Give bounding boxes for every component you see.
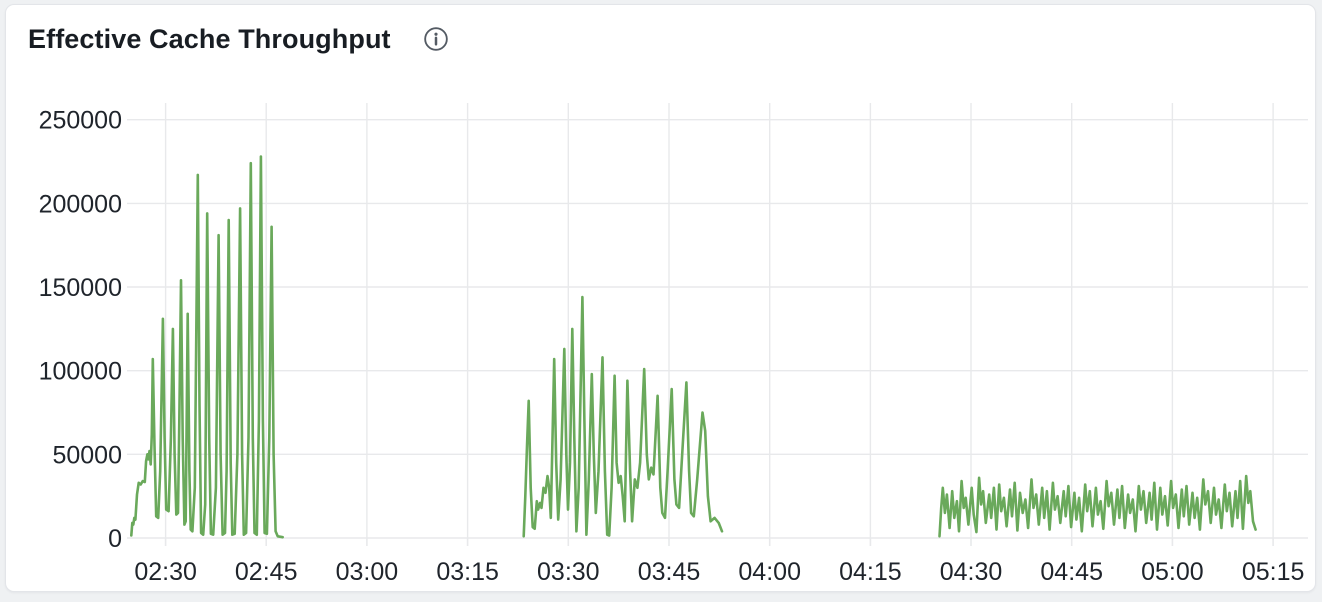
x-tick-label: 03:00 [336, 558, 399, 586]
x-tick-label: 04:45 [1040, 558, 1103, 586]
y-tick-label: 50000 [52, 441, 122, 469]
x-tick-label: 03:15 [436, 558, 499, 586]
info-circle-icon[interactable] [423, 26, 449, 52]
y-tick-label: 150000 [39, 274, 122, 302]
x-tick-label: 04:15 [839, 558, 902, 586]
x-tick-label: 05:00 [1141, 558, 1204, 586]
throughput-series-path [130, 155, 284, 539]
throughput-series-path [938, 474, 1257, 538]
x-tick-label: 02:30 [134, 558, 197, 586]
y-tick-label: 250000 [39, 107, 122, 135]
x-tick-label: 03:45 [638, 558, 701, 586]
y-tick-label: 100000 [39, 358, 122, 386]
x-tick-label: 04:30 [940, 558, 1003, 586]
y-tick-label: 200000 [39, 190, 122, 218]
x-tick-label: 03:30 [537, 558, 600, 586]
panel-title: Effective Cache Throughput [28, 24, 391, 54]
x-tick-label: 05:15 [1242, 558, 1305, 586]
y-tick-label: 0 [108, 525, 122, 553]
panel-header: Effective Cache Throughput [28, 22, 449, 56]
x-tick-label: 04:00 [738, 558, 801, 586]
throughput-series-path [522, 295, 724, 538]
x-tick-label: 02:45 [235, 558, 298, 586]
